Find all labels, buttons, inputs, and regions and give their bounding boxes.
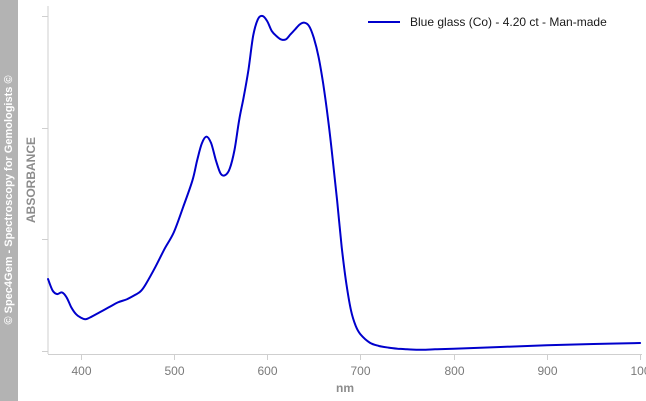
x-tick-label-3: 700	[350, 364, 370, 378]
watermark-band: © Spec4Gem - Spectroscopy for Gemologist…	[0, 0, 18, 401]
x-tick-label-5: 900	[537, 364, 557, 378]
x-axis-title: nm	[336, 381, 354, 395]
y-axis-title: ABSORBANCE	[24, 137, 38, 223]
x-tick-label-1: 500	[164, 364, 184, 378]
legend-label: Blue glass (Co) - 4.20 ct - Man-made	[410, 15, 607, 29]
x-tick-label-2: 600	[257, 364, 277, 378]
x-tick-group: 400 500 600 700 800 900 100	[71, 354, 646, 378]
legend: Blue glass (Co) - 4.20 ct - Man-made	[368, 15, 607, 29]
x-tick-label-0: 400	[71, 364, 91, 378]
x-tick-label-4: 800	[444, 364, 464, 378]
y-tick-group	[42, 16, 48, 352]
x-tick-label-6: 100	[630, 364, 646, 378]
series-line-blue-glass	[47, 14, 642, 351]
